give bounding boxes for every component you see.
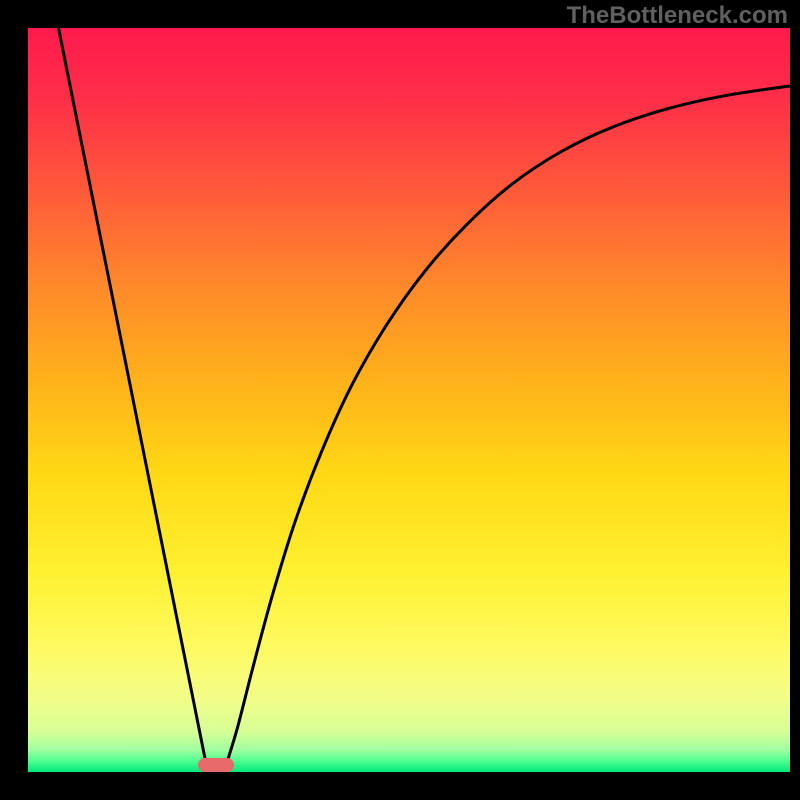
plot-area <box>28 28 790 772</box>
minimum-marker <box>198 758 234 772</box>
watermark-text: TheBottleneck.com <box>567 2 788 30</box>
gradient-background <box>28 28 790 772</box>
plot-svg <box>28 28 790 772</box>
